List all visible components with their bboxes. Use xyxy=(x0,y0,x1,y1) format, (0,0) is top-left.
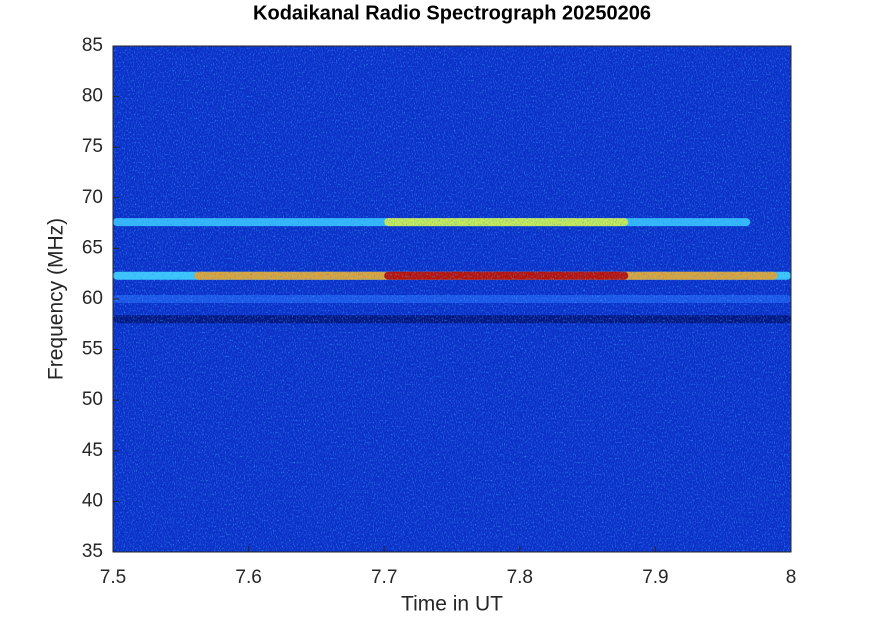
x-tick-label: 7.8 xyxy=(507,567,533,588)
plot-area xyxy=(113,46,791,552)
y-tick-label: 85 xyxy=(82,35,103,56)
x-tick-label: 8 xyxy=(786,567,797,588)
y-tick-label: 50 xyxy=(82,389,103,410)
x-tick-label: 7.6 xyxy=(235,567,261,588)
y-tick-label: 55 xyxy=(82,339,103,360)
y-tick-label: 40 xyxy=(82,490,103,511)
spectrogram-noise xyxy=(113,46,791,552)
y-tick-label: 80 xyxy=(82,86,103,107)
y-tick-label: 65 xyxy=(82,237,103,258)
y-tick-label: 35 xyxy=(82,541,103,562)
chart-title: Kodaikanal Radio Spectrograph 20250206 xyxy=(253,2,651,24)
y-axis-label: Frequency (MHz) xyxy=(45,218,68,380)
y-tick-label: 60 xyxy=(82,288,103,309)
y-tick-label: 45 xyxy=(82,440,103,461)
y-tick-label: 75 xyxy=(82,136,103,157)
x-tick-label: 7.7 xyxy=(371,567,397,588)
x-tick-label: 7.9 xyxy=(642,567,668,588)
x-tick-label: 7.5 xyxy=(100,567,126,588)
x-axis-label: Time in UT xyxy=(401,593,503,616)
y-tick-label: 70 xyxy=(82,187,103,208)
